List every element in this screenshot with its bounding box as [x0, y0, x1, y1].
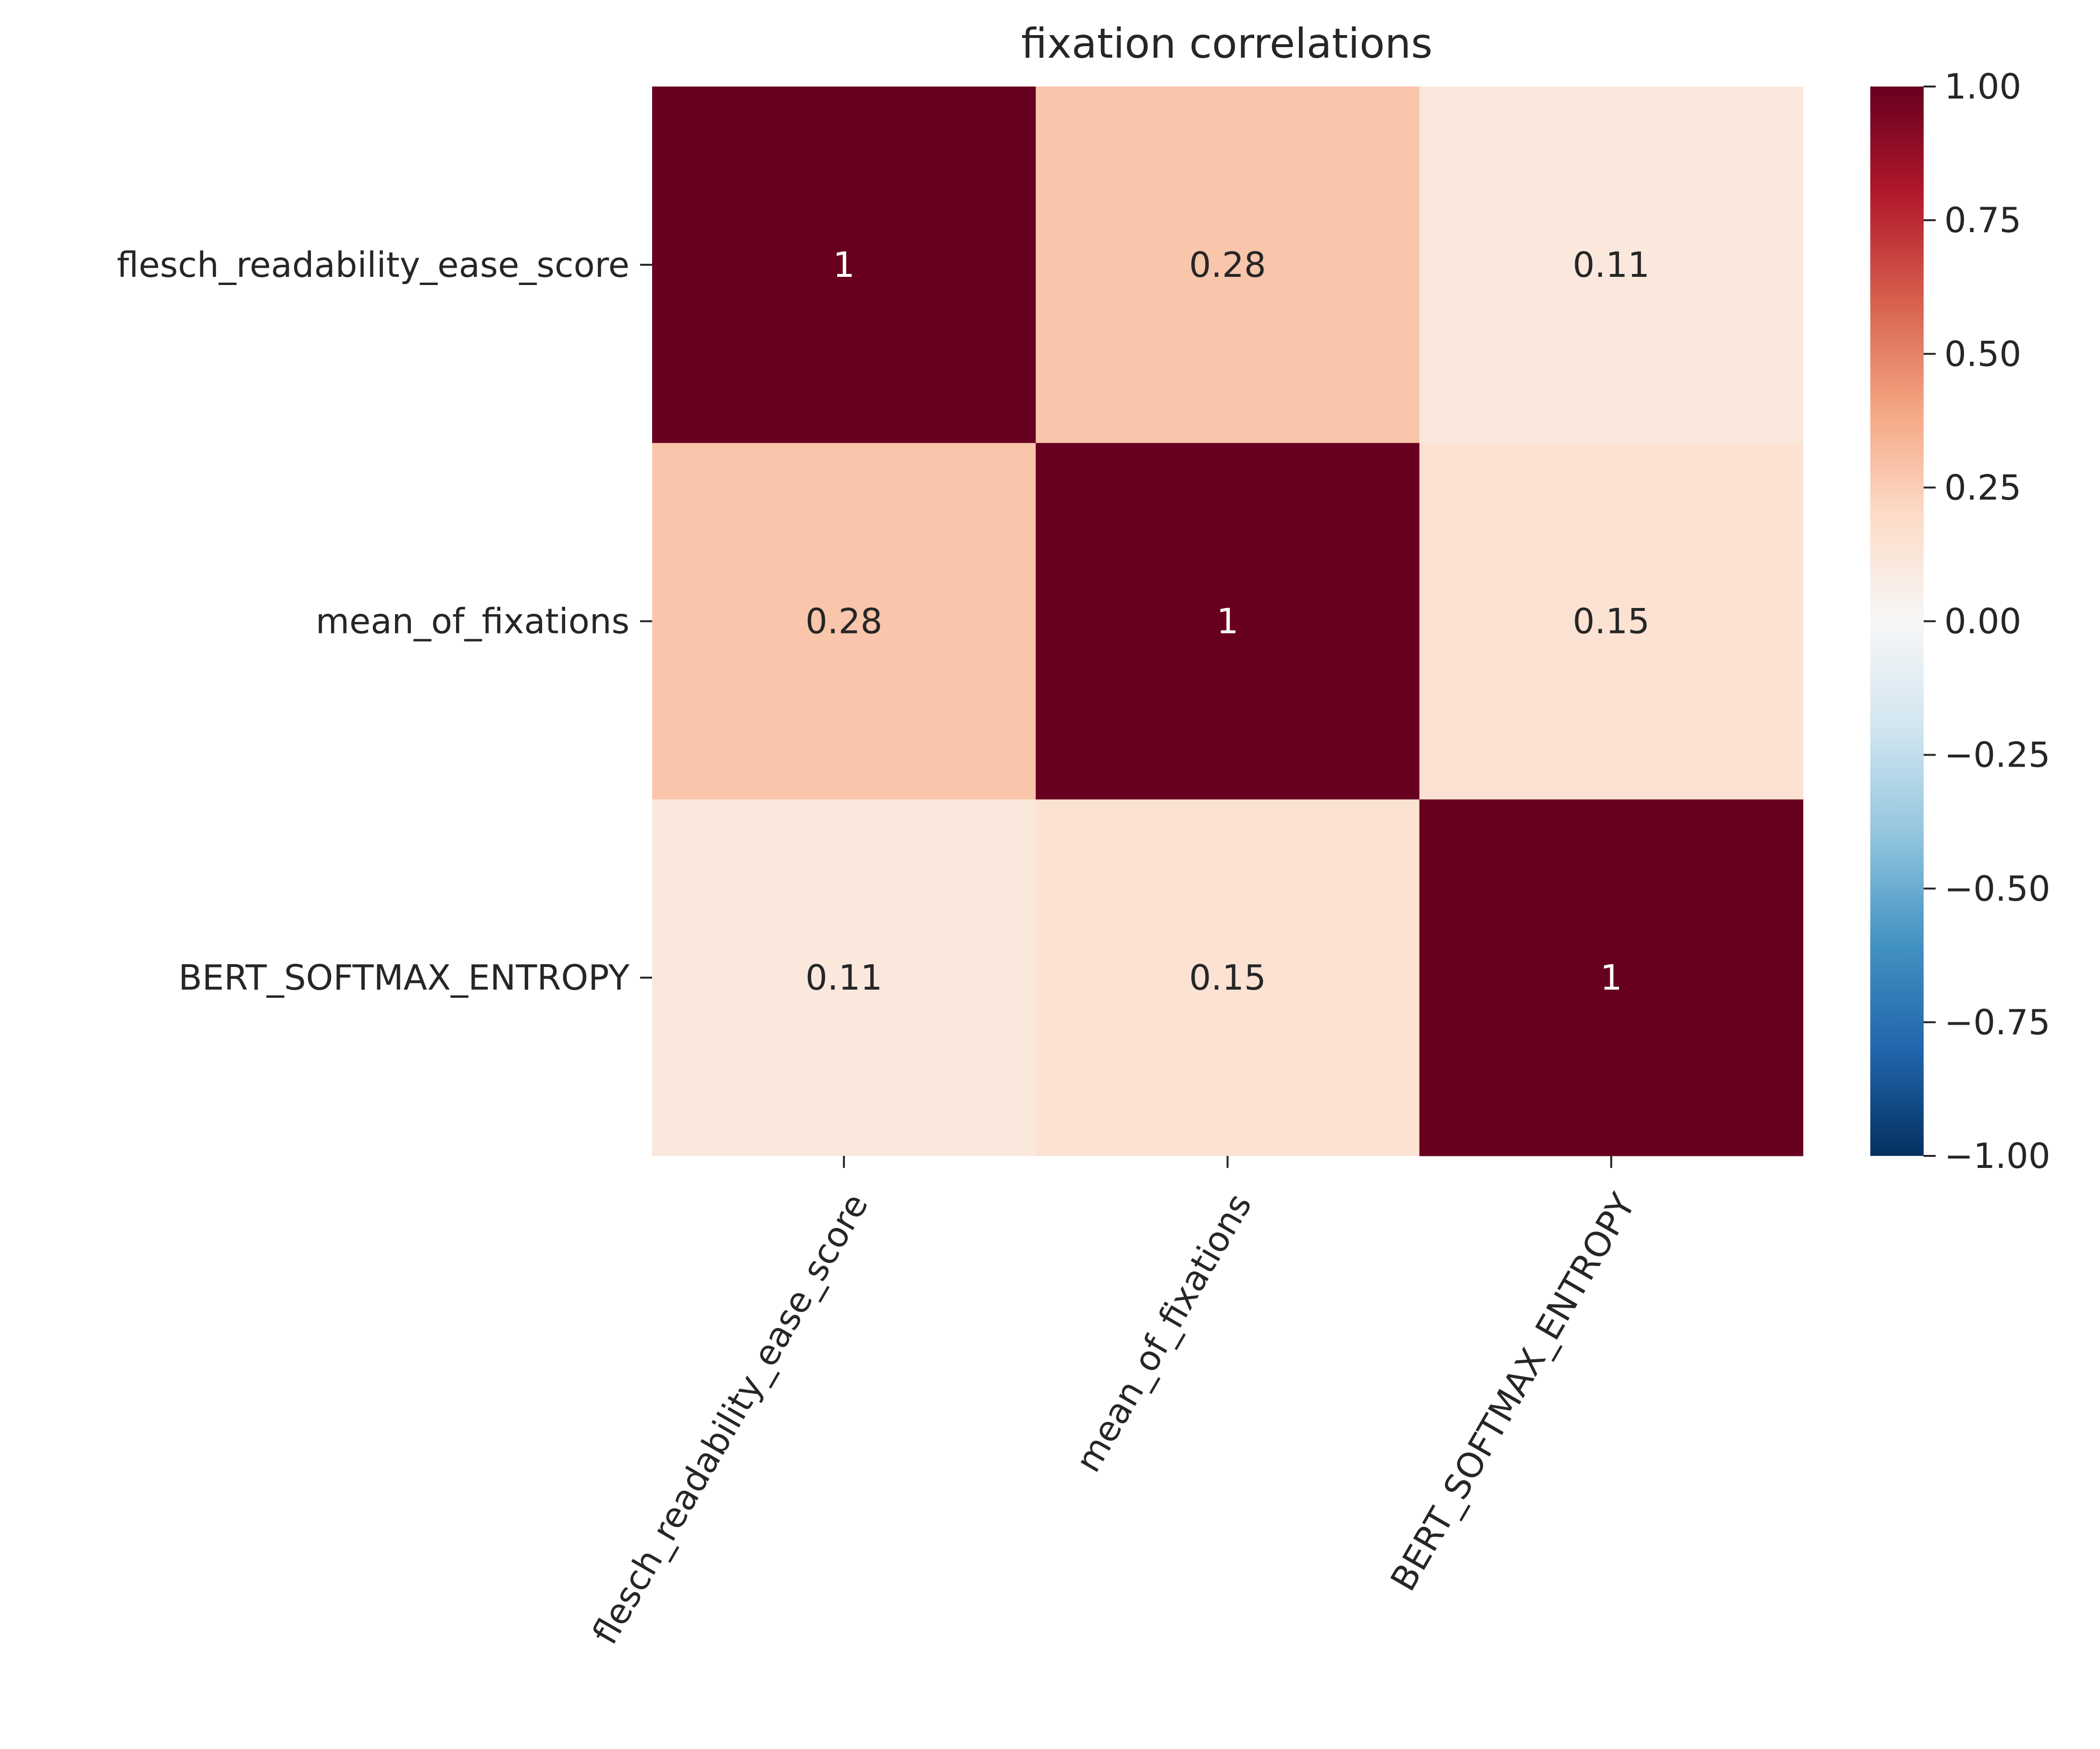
- heatmap-cell-r1-c2: [1419, 443, 1804, 800]
- colorbar-tick-label: 0.50: [1944, 334, 2021, 374]
- colorbar-tick-label: 0.75: [1944, 200, 2021, 240]
- colorbar-tick-label: 0.25: [1944, 467, 2021, 508]
- chart-title: fixation correlations: [1021, 20, 1433, 68]
- y-tick-label: flesch_readability_ease_score: [117, 245, 630, 285]
- cell-annotation-r2-c2: 1: [1600, 957, 1622, 998]
- colorbar-tick-label: −1.00: [1944, 1136, 2051, 1176]
- y-tick-label: mean_of_fixations: [316, 601, 630, 642]
- heatmap-cell-r2-c0: [652, 799, 1036, 1156]
- colorbar-tick-label: 0.00: [1944, 601, 2021, 642]
- cell-annotation-r2-c1: 0.15: [1189, 957, 1266, 998]
- colorbar-tick-label: −0.75: [1944, 1002, 2051, 1042]
- cell-annotation-r1-c1: 1: [1217, 601, 1239, 642]
- heatmap-cell-r1-c1: [1036, 443, 1420, 800]
- heatmap-cell-r0-c0: [652, 87, 1036, 444]
- heatmap-cell-r0-c2: [1419, 87, 1804, 444]
- colorbar-gradient: [1870, 87, 1924, 1156]
- y-axis: flesch_readability_ease_score mean_of_fix…: [117, 245, 652, 998]
- heatmap-cell-r2-c2: [1419, 799, 1804, 1156]
- heatmap-cell-r2-c1: [1036, 799, 1420, 1156]
- cell-annotation-r0-c1: 0.28: [1189, 245, 1266, 285]
- cell-annotation-r1-c0: 0.28: [805, 601, 882, 642]
- cell-annotations: 1 0.28 0.11 0.28 1 0.15 0.11 0.15 1: [805, 245, 1650, 998]
- heatmap-cells: [652, 87, 1804, 1156]
- colorbar-axis: 1.00 0.75 0.50 0.25 0.00 −0.25 −0.50 −0.75 −1.00: [1924, 66, 2051, 1176]
- colorbar-tick-label: −0.50: [1944, 868, 2051, 909]
- y-tick-label: BERT_SOFTMAX_ENTROPY: [178, 957, 630, 998]
- cell-annotation-r1-c2: 0.15: [1573, 601, 1650, 642]
- cell-annotation-r0-c2: 0.11: [1573, 245, 1650, 285]
- cell-annotation-r2-c0: 0.11: [805, 957, 882, 998]
- cell-annotation-r0-c0: 1: [833, 245, 855, 285]
- heatmap-cell-r1-c0: [652, 443, 1036, 800]
- colorbar-tick-label: −0.25: [1944, 735, 2051, 775]
- heatmap-cell-r0-c1: [1036, 87, 1420, 444]
- colorbar-tick-label: 1.00: [1944, 66, 2021, 107]
